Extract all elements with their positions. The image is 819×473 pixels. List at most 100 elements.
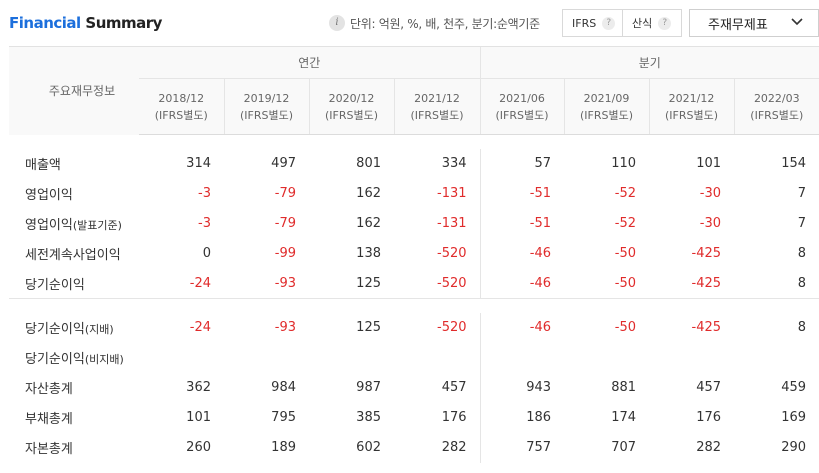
- table-row: 당기순이익 -24 -93 125 -520 -46 -50 -425 8: [9, 268, 819, 299]
- section-title: Financial Summary: [9, 14, 162, 32]
- table-row: 영업이익 -3 -79 162 -131 -51 -52 -30 7: [9, 178, 819, 209]
- period-date: 2021/06: [499, 91, 545, 105]
- spacer-cell: [734, 298, 819, 313]
- row-label[interactable]: 세전계속사업이익: [9, 239, 139, 269]
- value-cell: 385: [356, 410, 381, 425]
- value-cell: [734, 343, 819, 373]
- row-label[interactable]: 자본총계: [9, 433, 139, 463]
- spacer-cell: [649, 135, 734, 149]
- row-label[interactable]: 영업이익(발표기준): [9, 209, 139, 239]
- spacer-cell: [394, 135, 480, 149]
- info-icon[interactable]: i: [329, 15, 345, 31]
- value-cell: 101: [696, 156, 722, 171]
- value-cell: 186: [479, 402, 565, 433]
- value-cell: 282: [441, 440, 467, 455]
- spacer-cell: [649, 298, 735, 313]
- value-cell: 169: [781, 410, 807, 425]
- table-row: 당기순이익(비지배): [9, 342, 819, 373]
- value-cell: [139, 343, 224, 373]
- ifrs-toggle-label: IFRS: [572, 16, 597, 30]
- value-cell: 174: [611, 410, 637, 425]
- value-cell: 176: [441, 410, 467, 425]
- value-cell: -52: [614, 186, 637, 201]
- value-cell: 162: [356, 216, 381, 231]
- spacer-cell: [224, 298, 309, 313]
- value-cell: 176: [696, 410, 722, 425]
- spacer-cell: [224, 135, 309, 149]
- value-cell: 101: [186, 410, 211, 425]
- financial-summary-table: 주요재무정보 연간 분기 2018/12 (IFRS별도) 2019/12 (IFRS…: [9, 46, 819, 463]
- value-cell: -24: [189, 320, 211, 335]
- row-label[interactable]: 자산총계: [9, 373, 139, 403]
- period-date: 2018/12: [158, 91, 205, 105]
- value-cell: 7: [797, 186, 807, 201]
- row-label[interactable]: 당기순이익(지배): [9, 313, 139, 343]
- row-label-text: 당기순이익: [25, 322, 85, 337]
- value-cell: -520: [437, 320, 467, 335]
- statement-type-value: 주재무제표: [708, 17, 768, 33]
- period-header: 2021/12 (IFRS별도): [648, 78, 735, 135]
- row-label[interactable]: 부채총계: [9, 403, 139, 433]
- period-header: 2021/09 (IFRS별도): [563, 78, 650, 135]
- value-cell: [224, 343, 309, 373]
- period-header: 2021/06 (IFRS별도): [479, 78, 565, 135]
- value-cell: -99: [274, 246, 296, 261]
- value-cell: 795: [271, 410, 296, 425]
- value-cell: 801: [356, 156, 381, 171]
- formula-toggle-label: 산식: [632, 17, 653, 30]
- title-rest: Summary: [85, 14, 162, 32]
- value-cell: 362: [186, 380, 211, 395]
- row-label[interactable]: 당기순이익: [9, 269, 139, 299]
- value-cell: -93: [274, 320, 296, 335]
- value-cell: 602: [356, 440, 381, 455]
- value-cell: -425: [691, 246, 722, 261]
- value-cell: 260: [186, 440, 211, 455]
- item-column-header: 주요재무정보: [9, 46, 139, 135]
- title-accent: Financial: [9, 14, 81, 32]
- value-cell: 943: [479, 372, 565, 403]
- unit-note: 단위: 억원, %, 배, 천주, 분기:순액기준: [350, 17, 540, 31]
- row-label[interactable]: 당기순이익(비지배): [9, 343, 139, 373]
- ifrs-help-icon[interactable]: ?: [602, 16, 616, 30]
- period-date: 2021/12: [668, 91, 715, 105]
- row-label[interactable]: 매출액: [9, 149, 139, 179]
- row-label-qualifier: (지배): [84, 323, 114, 336]
- quarter-group-header: 분기: [479, 46, 819, 79]
- value-cell: -51: [479, 208, 565, 239]
- row-label-text: 부채총계: [25, 412, 73, 427]
- table-row: 당기순이익(지배) -24 -93 125 -520 -46 -50 -425 8: [9, 312, 819, 343]
- value-cell: 457: [696, 380, 722, 395]
- chevron-down-icon: [791, 18, 803, 26]
- ifrs-toggle[interactable]: IFRS ?: [562, 9, 623, 37]
- statement-type-select[interactable]: 주재무제표: [689, 9, 819, 37]
- period-basis: (IFRS별도): [665, 108, 719, 122]
- spacer-row: [9, 135, 819, 149]
- period-date: 2019/12: [243, 91, 290, 105]
- spacer-cell: [9, 298, 139, 313]
- period-header: 2022/03 (IFRS별도): [733, 78, 819, 135]
- period-date: 2021/09: [583, 91, 630, 105]
- formula-help-icon[interactable]: ?: [658, 16, 672, 30]
- value-cell: 881: [611, 380, 637, 395]
- table-row: 부채총계 101 795 385 176 186 174 176 169: [9, 402, 819, 433]
- period-header: 2020/12 (IFRS별도): [308, 78, 394, 135]
- period-header: 2021/12 (IFRS별도): [393, 78, 481, 135]
- value-cell: 110: [611, 156, 637, 171]
- row-label[interactable]: 영업이익: [9, 179, 139, 209]
- row-label-text: 자본총계: [25, 442, 73, 457]
- value-cell: 0: [202, 246, 211, 261]
- period-basis: (IFRS별도): [324, 108, 379, 122]
- formula-toggle[interactable]: 산식 ?: [622, 9, 682, 37]
- value-cell: 189: [271, 440, 296, 455]
- spacer-row: [9, 298, 819, 313]
- value-cell: [649, 343, 734, 373]
- value-cell: -50: [614, 246, 637, 261]
- value-cell: [394, 343, 480, 373]
- value-cell: 125: [356, 275, 381, 291]
- value-cell: -3: [198, 186, 211, 201]
- value-cell: 314: [186, 156, 211, 171]
- spacer-cell: [480, 135, 564, 149]
- value-cell: -131: [437, 216, 467, 231]
- spacer-cell: [734, 135, 819, 149]
- value-cell: 138: [356, 246, 381, 261]
